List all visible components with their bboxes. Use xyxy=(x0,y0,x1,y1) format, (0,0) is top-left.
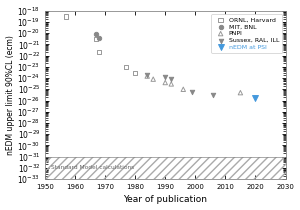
Point xyxy=(97,51,101,54)
Point xyxy=(163,81,168,84)
Point xyxy=(181,88,186,91)
Point xyxy=(124,65,129,68)
Point xyxy=(169,77,174,81)
Point xyxy=(163,76,168,79)
Point xyxy=(253,96,258,99)
Point xyxy=(64,15,68,18)
Point xyxy=(94,37,98,41)
Legend: ORNL, Harvard, MIT, BNL, PNPI, Sussex, RAL, ILL, nEDM at PSI: ORNL, Harvard, MIT, BNL, PNPI, Sussex, R… xyxy=(211,14,282,53)
Point xyxy=(145,73,150,76)
Point xyxy=(145,74,150,78)
Point xyxy=(190,90,195,93)
Point xyxy=(211,94,216,97)
Bar xyxy=(45,157,286,179)
X-axis label: Year of publication: Year of publication xyxy=(123,196,207,205)
Y-axis label: nEDM upper limit 90%CL (ecm): nEDM upper limit 90%CL (ecm) xyxy=(6,35,15,155)
Point xyxy=(169,82,174,86)
Bar xyxy=(45,157,286,179)
Point xyxy=(94,33,98,36)
Point xyxy=(238,91,243,94)
Point xyxy=(97,36,101,39)
Point xyxy=(151,77,156,81)
Point xyxy=(133,71,138,74)
Text: Standard Model calculations: Standard Model calculations xyxy=(51,165,134,170)
